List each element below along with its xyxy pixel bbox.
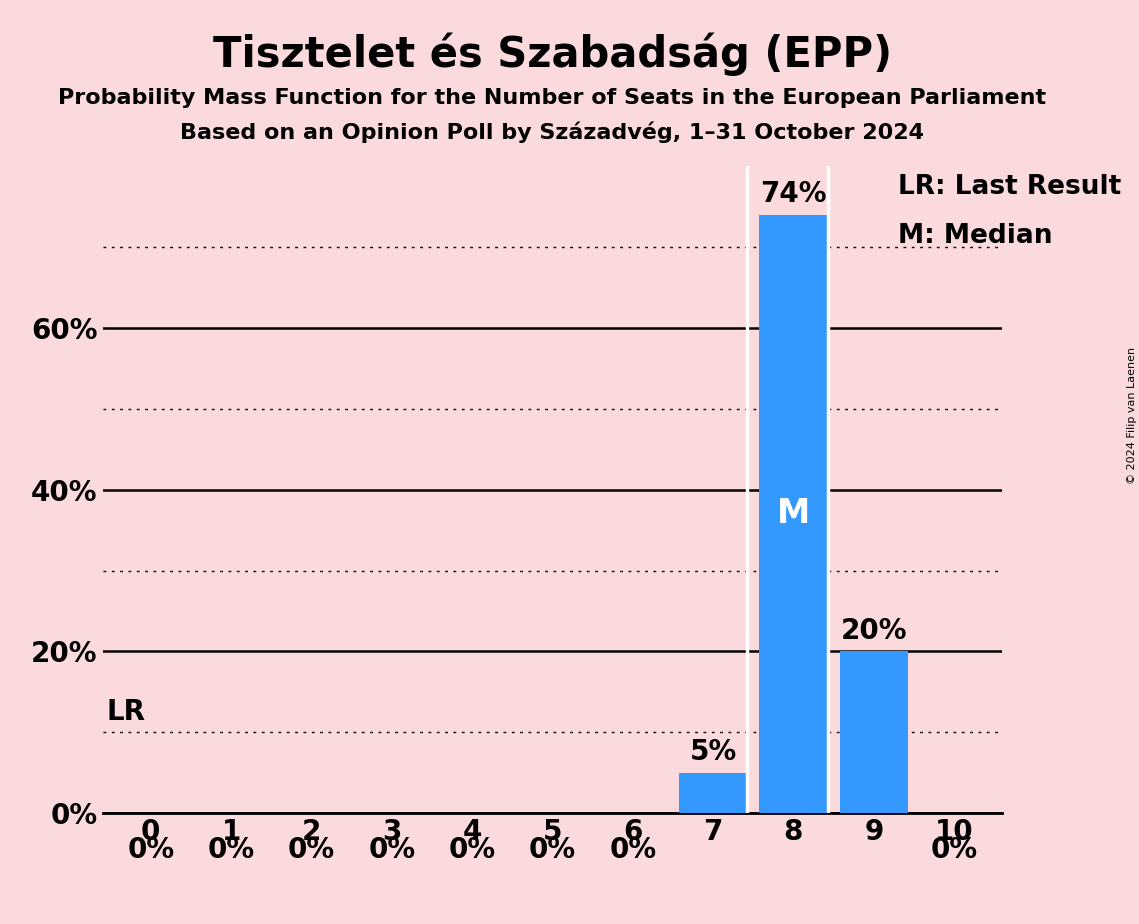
Text: 5%: 5% [689, 738, 737, 766]
Bar [679, 772, 747, 813]
Text: LR: LR [107, 698, 146, 726]
Text: 0%: 0% [931, 835, 977, 864]
Text: M: Median: M: Median [898, 223, 1052, 249]
Text: © 2024 Filip van Laenen: © 2024 Filip van Laenen [1126, 347, 1137, 484]
Text: M: M [777, 497, 810, 530]
Bar [839, 651, 908, 813]
Text: 0%: 0% [449, 835, 495, 864]
Text: 74%: 74% [760, 180, 827, 208]
Bar [760, 215, 828, 813]
Text: LR: Last Result: LR: Last Result [898, 175, 1121, 201]
Text: 0%: 0% [528, 835, 576, 864]
Text: Based on an Opinion Poll by Századvég, 1–31 October 2024: Based on an Opinion Poll by Századvég, 1… [180, 122, 925, 143]
Text: 0%: 0% [368, 835, 416, 864]
Text: Probability Mass Function for the Number of Seats in the European Parliament: Probability Mass Function for the Number… [58, 88, 1047, 108]
Text: 20%: 20% [841, 617, 907, 645]
Text: 0%: 0% [609, 835, 656, 864]
Text: 0%: 0% [207, 835, 255, 864]
Text: Tisztelet és Szabadság (EPP): Tisztelet és Szabadság (EPP) [213, 32, 892, 76]
Text: 0%: 0% [288, 835, 335, 864]
Text: 0%: 0% [128, 835, 174, 864]
